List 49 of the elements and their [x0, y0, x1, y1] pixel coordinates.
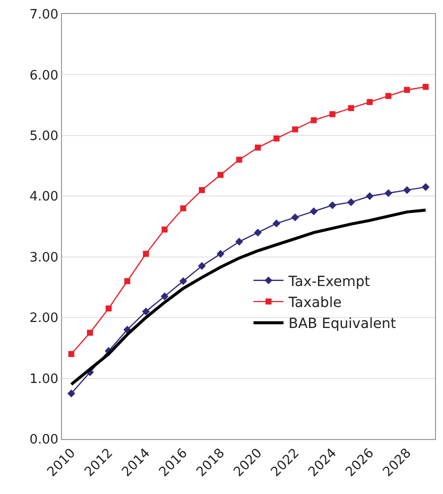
point — [328, 201, 336, 210]
point — [404, 86, 410, 93]
point — [422, 183, 430, 191]
y-tick-label: 1.00 — [29, 372, 58, 387]
point — [124, 278, 130, 284]
point — [310, 117, 317, 124]
point — [198, 262, 206, 270]
point — [292, 126, 298, 132]
legend-label: Tax-Exempt — [288, 274, 370, 290]
point — [106, 305, 112, 312]
legend-label: Taxable — [288, 295, 342, 312]
legend-label: BAB Equivalent — [288, 316, 396, 332]
point — [329, 111, 336, 118]
point — [86, 330, 93, 336]
y-tick-label: 5.00 — [29, 128, 58, 144]
y-tick-label: 0.00 — [29, 432, 58, 448]
point — [162, 226, 168, 233]
point — [142, 308, 150, 316]
point — [366, 192, 374, 200]
point — [235, 238, 244, 246]
point — [67, 390, 76, 398]
point — [384, 189, 392, 198]
point — [291, 213, 300, 222]
point — [216, 250, 224, 258]
point — [272, 220, 280, 228]
point — [179, 277, 188, 286]
point — [366, 99, 373, 106]
point — [403, 186, 411, 194]
point — [254, 228, 262, 236]
y-tick-label: 3.00 — [29, 250, 58, 266]
y-tick-label: 2.00 — [29, 311, 58, 326]
point — [254, 144, 261, 151]
point — [68, 351, 74, 357]
point — [198, 187, 205, 194]
y-tick-label: 7.00 — [29, 8, 58, 23]
point — [348, 105, 354, 112]
y-tick-label: 6.00 — [29, 68, 58, 84]
point — [422, 84, 429, 90]
point — [236, 156, 242, 163]
point — [160, 292, 168, 300]
line-series — [70, 208, 428, 386]
y-tick-label: 4.00 — [29, 190, 58, 205]
point — [385, 92, 392, 99]
point — [347, 198, 355, 206]
point — [310, 207, 318, 216]
point — [273, 135, 280, 142]
point — [218, 172, 224, 178]
point — [180, 205, 186, 212]
point — [142, 250, 149, 257]
